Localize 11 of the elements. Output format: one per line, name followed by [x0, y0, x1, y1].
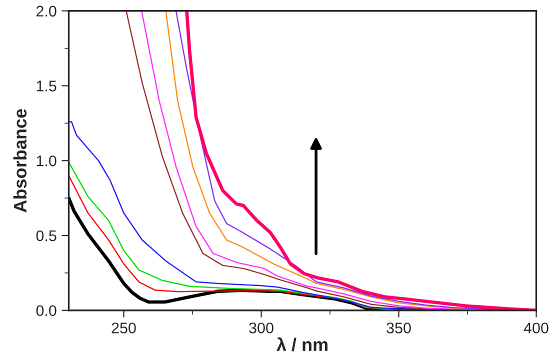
x-tick-label: 350: [386, 322, 411, 334]
y-axis-title: Absorbance: [13, 109, 27, 212]
x-tick-label: 400: [524, 322, 548, 334]
y-tick-label: 2.0: [36, 6, 56, 17]
y-tick-label: 1.0: [36, 155, 56, 166]
x-tick-label: 300: [249, 322, 274, 334]
x-axis-title: λ / nm: [276, 337, 328, 352]
y-tick-label: 1.5: [36, 80, 56, 92]
y-tick-label: 0.5: [36, 230, 56, 242]
x-tick-label: 250: [112, 322, 136, 334]
y-tick-label: 0.0: [36, 305, 56, 316]
